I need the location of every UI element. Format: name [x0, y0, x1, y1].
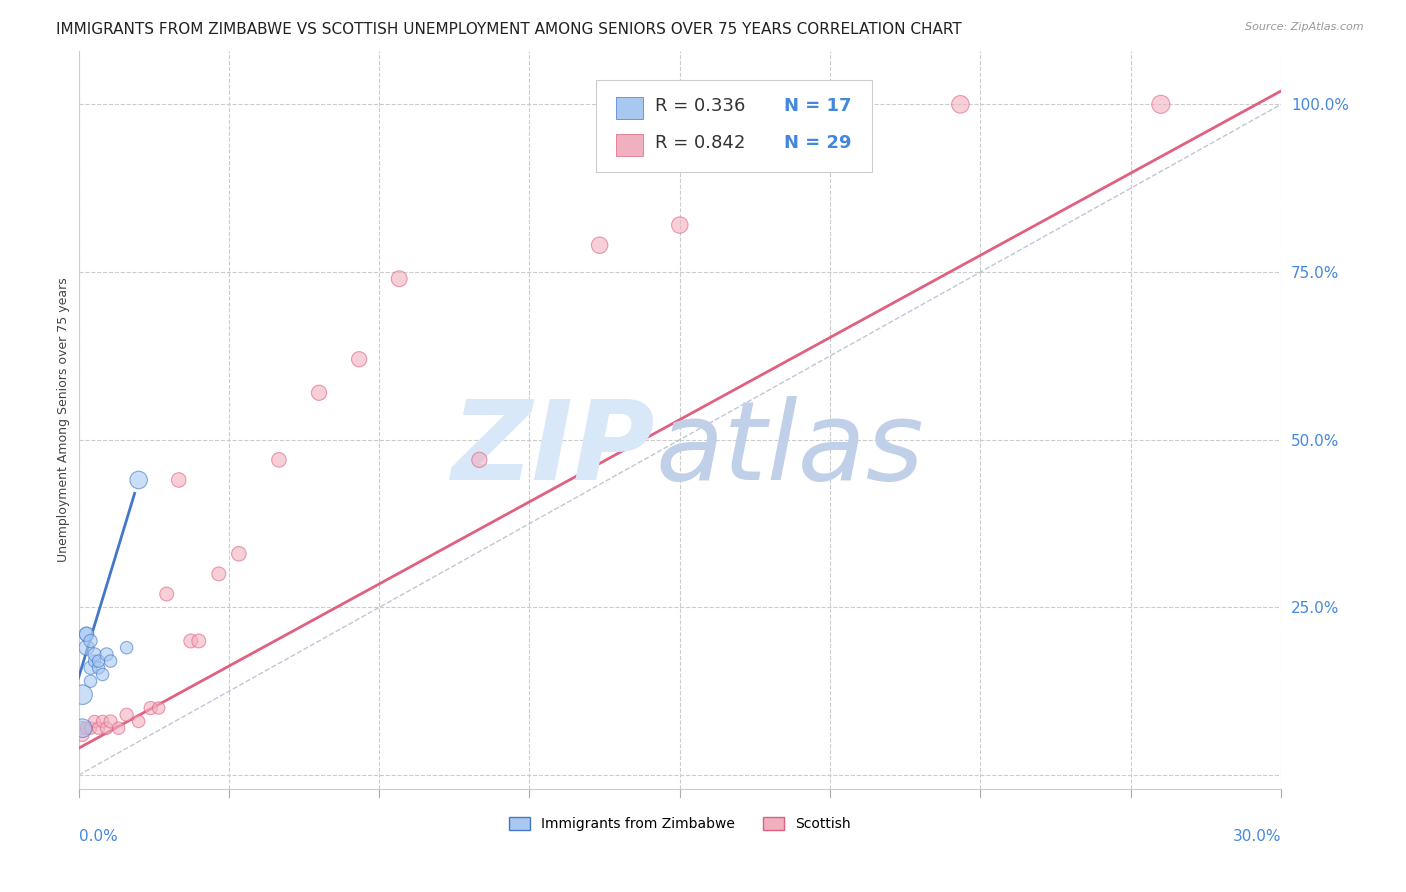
Point — [148, 701, 170, 715]
Point — [468, 453, 491, 467]
Point — [76, 721, 98, 735]
Point — [180, 634, 202, 648]
Point — [100, 714, 122, 729]
Point — [139, 701, 162, 715]
Point — [167, 473, 190, 487]
Text: N = 29: N = 29 — [785, 134, 852, 152]
Point — [96, 721, 118, 735]
Point — [83, 648, 105, 662]
Point — [91, 667, 114, 681]
Text: atlas: atlas — [655, 396, 924, 502]
Point — [87, 721, 110, 735]
Text: Source: ZipAtlas.com: Source: ZipAtlas.com — [1246, 22, 1364, 32]
Point — [187, 634, 209, 648]
Point — [388, 271, 411, 285]
Point — [156, 587, 179, 601]
Point — [79, 721, 101, 735]
Point — [669, 218, 692, 232]
Text: 30.0%: 30.0% — [1233, 830, 1281, 844]
Point — [76, 627, 98, 641]
Point — [83, 654, 105, 668]
Text: IMMIGRANTS FROM ZIMBABWE VS SCOTTISH UNEMPLOYMENT AMONG SENIORS OVER 75 YEARS CO: IMMIGRANTS FROM ZIMBABWE VS SCOTTISH UNE… — [56, 22, 962, 37]
Text: ZIP: ZIP — [453, 396, 655, 502]
Y-axis label: Unemployment Among Seniors over 75 years: Unemployment Among Seniors over 75 years — [58, 277, 70, 562]
Point — [76, 640, 98, 655]
Point — [91, 714, 114, 729]
Point — [79, 661, 101, 675]
Point — [267, 453, 290, 467]
Point — [588, 238, 610, 252]
Point — [128, 714, 150, 729]
FancyBboxPatch shape — [616, 134, 643, 156]
Point — [76, 627, 98, 641]
Point — [87, 654, 110, 668]
Point — [128, 473, 150, 487]
Point — [79, 634, 101, 648]
Point — [208, 566, 231, 581]
Point — [107, 721, 129, 735]
Point — [949, 97, 972, 112]
Point — [115, 640, 138, 655]
FancyBboxPatch shape — [616, 97, 643, 120]
Point — [308, 385, 330, 400]
Point — [1150, 97, 1173, 112]
Point — [72, 721, 94, 735]
Point — [100, 654, 122, 668]
Legend: Immigrants from Zimbabwe, Scottish: Immigrants from Zimbabwe, Scottish — [503, 812, 856, 837]
Point — [115, 707, 138, 722]
Point — [79, 674, 101, 689]
Point — [83, 714, 105, 729]
Point — [72, 728, 94, 742]
Point — [87, 661, 110, 675]
Text: R = 0.842: R = 0.842 — [655, 134, 745, 152]
FancyBboxPatch shape — [596, 80, 872, 172]
Point — [228, 547, 250, 561]
Text: N = 17: N = 17 — [785, 97, 852, 115]
Text: R = 0.336: R = 0.336 — [655, 97, 745, 115]
Point — [72, 688, 94, 702]
Text: 0.0%: 0.0% — [79, 830, 117, 844]
Point — [72, 721, 94, 735]
Point — [96, 648, 118, 662]
Point — [347, 352, 370, 367]
